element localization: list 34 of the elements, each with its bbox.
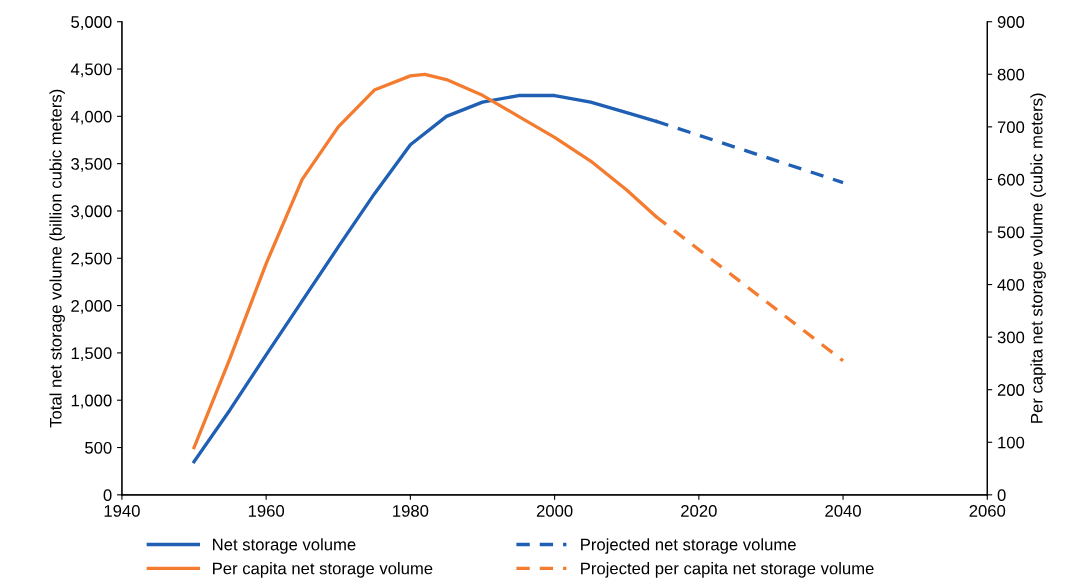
legend-label: Net storage volume bbox=[213, 538, 356, 554]
y-tick-label: 5,000 bbox=[71, 16, 112, 30]
legend-label: Per capita net storage volume bbox=[213, 562, 433, 578]
y-tick-label: 2,000 bbox=[71, 299, 112, 314]
x-tick-label: 1960 bbox=[248, 505, 285, 517]
y-tick-label: 0 bbox=[103, 489, 112, 502]
legend-label: Projected net storage volume bbox=[581, 538, 796, 554]
y2-tick-label: 200 bbox=[997, 384, 1025, 396]
y-tick-label: 1,000 bbox=[71, 394, 112, 409]
legend-label: Projected per capita net storage volume bbox=[581, 562, 874, 578]
y2-tick-label: 900 bbox=[997, 16, 1025, 28]
x-tick-label: 2020 bbox=[681, 505, 717, 517]
y2-axis-title: Per capita net storage volume (cubic meters) bbox=[1030, 93, 1046, 423]
y2-tick-label: 700 bbox=[997, 121, 1025, 134]
y-tick-label: 4,500 bbox=[70, 63, 112, 78]
y-axis-title: Total net storage volume (billion cubic meters) bbox=[49, 89, 65, 428]
y2-tick-label: 0 bbox=[997, 489, 1006, 502]
y2-tick-label: 500 bbox=[997, 226, 1025, 239]
y-tick-label: 3,000 bbox=[71, 205, 112, 220]
x-tick-label: 1980 bbox=[393, 505, 429, 517]
x-tick-label: 2000 bbox=[536, 505, 573, 517]
y2-tick-label: 800 bbox=[997, 68, 1025, 81]
x-tick-label: 1940 bbox=[104, 505, 140, 517]
x-tick-label: 2060 bbox=[969, 505, 1006, 517]
y2-tick-label: 600 bbox=[997, 173, 1025, 186]
y-tick-label: 500 bbox=[85, 441, 112, 454]
y2-tick-label: 400 bbox=[997, 278, 1025, 291]
y-tick-label: 1,500 bbox=[71, 347, 112, 362]
x-tick-label: 2040 bbox=[825, 505, 861, 517]
y-tick-label: 2,500 bbox=[71, 252, 112, 267]
y2-tick-label: 300 bbox=[997, 331, 1025, 344]
y-tick-label: 4,000 bbox=[70, 110, 112, 125]
y2-tick-label: 100 bbox=[998, 436, 1025, 449]
y-tick-label: 3,500 bbox=[71, 158, 112, 172]
